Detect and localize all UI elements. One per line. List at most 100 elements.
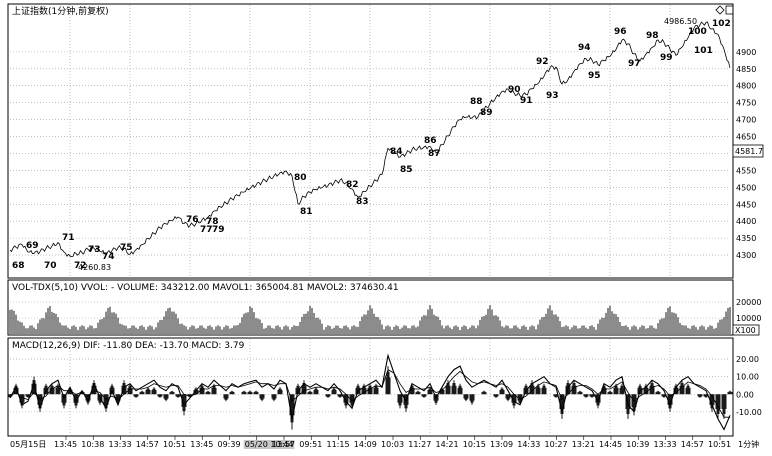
volume-unit-label: X100 <box>735 326 756 335</box>
wave-label: 99 <box>660 53 673 63</box>
x-tick-label: 13:45 <box>54 440 77 449</box>
wave-label: 97 <box>628 59 641 69</box>
price-tick-label: 4750 <box>736 99 756 108</box>
x-tick-label: 09:39 <box>218 440 241 449</box>
wave-label: 93 <box>546 91 559 101</box>
wave-label: 69 <box>26 241 39 251</box>
wave-label: 100 <box>688 27 707 37</box>
macd-dea-line <box>9 369 730 418</box>
wave-label: 83 <box>356 197 369 207</box>
x-tick-label: 14:57 <box>681 440 704 449</box>
wave-label: 71 <box>62 233 75 243</box>
wave-label: 70 <box>44 261 57 271</box>
price-series-line <box>9 21 731 258</box>
wave-label: 90 <box>508 85 521 95</box>
wave-label: 87 <box>428 149 441 159</box>
macd-tick-label: 20.00 <box>736 355 759 364</box>
high-price-label: 4986.50 <box>664 17 697 26</box>
wave-label: 91 <box>520 96 533 106</box>
price-tick-label: 4650 <box>736 133 756 142</box>
price-tick-label: 4500 <box>736 183 756 192</box>
x-tick-label: 14:45 <box>599 440 622 449</box>
x-tick-label: 13:33 <box>109 440 132 449</box>
wave-label: 78 <box>206 217 219 227</box>
price-tick-label: 4350 <box>736 234 756 243</box>
macd-chart-title: MACD(12,26,9) DIF: -11.80 DEA: -13.70 MA… <box>12 341 245 351</box>
wave-label: 95 <box>588 71 601 81</box>
x-tick-label: 10:27 <box>545 440 568 449</box>
price-tick-label: 4400 <box>736 217 756 226</box>
x-tick-label: 14:57 <box>136 440 159 449</box>
wave-label: 74 <box>102 252 115 262</box>
wave-label: 75 <box>120 243 133 253</box>
x-tick-highlight <box>243 440 295 449</box>
wave-label: 81 <box>300 207 313 217</box>
wave-label: 79 <box>212 225 225 235</box>
x-tick-label: 10:39 <box>626 440 649 449</box>
macd-panel-frame <box>7 337 734 437</box>
wave-label: 88 <box>470 97 483 107</box>
wave-label: 96 <box>614 27 627 37</box>
volume-chart-title: VOL-TDX(5,10) VVOL: - VOLUME: 343212.00 … <box>12 283 399 293</box>
volume-marks <box>9 305 731 334</box>
price-chart-title: 上证指数(1分钟,前复权) <box>12 5 109 17</box>
volume-tick-label: 10000 <box>736 314 761 323</box>
x-tick-label: 10:03 <box>381 440 404 449</box>
volume-tick-label: 20000 <box>736 298 761 307</box>
price-tick-label: 4550 <box>736 166 756 175</box>
price-tick-label: 4850 <box>736 65 756 74</box>
price-tick-label: 4450 <box>736 200 756 209</box>
macd-marks <box>7 353 733 431</box>
wave-label: 76 <box>186 215 199 225</box>
x-date-label: 05月15日 <box>10 440 46 449</box>
price-panel-frame <box>7 3 734 279</box>
volume-grid: 10000 20000 <box>10 298 761 323</box>
wave-label: 84 <box>390 147 403 157</box>
price-marks <box>9 21 731 258</box>
x-tick-label: 10:15 <box>463 440 486 449</box>
wave-label: 86 <box>424 136 437 146</box>
wave-label: 73 <box>88 245 101 255</box>
current-value-box <box>732 144 764 158</box>
low-price-label: 4260.83 <box>78 263 111 272</box>
macd-tick-label: 0.00 <box>736 390 754 399</box>
price-tick-label: 4300 <box>736 251 756 260</box>
x-tick-label: 11:15 <box>327 440 350 449</box>
wave-label: 80 <box>294 173 307 183</box>
wave-label: 98 <box>646 31 659 41</box>
x-tick-label: 10:51 <box>163 440 186 449</box>
wave-label: 101 <box>694 46 713 56</box>
price-tick-label: 4800 <box>736 82 756 91</box>
x-tick-label: 09:51 <box>299 440 322 449</box>
x-tick-label: 13:45 <box>190 440 213 449</box>
x-tick-label: 10:51 <box>708 440 731 449</box>
maximize-icon[interactable] <box>725 5 734 15</box>
wave-label: 72 <box>74 261 87 271</box>
wave-label: 94 <box>578 43 591 53</box>
x-tick-label: 11:27 <box>408 440 431 449</box>
wave-label: 77 <box>200 225 213 235</box>
wave-label: 89 <box>480 108 493 118</box>
macd-tick-label: -10.00 <box>736 408 762 417</box>
x-axis: 13:45 10:38 13:33 14:57 10:51 13:45 09:39 05/20… <box>54 436 731 449</box>
diamond-icon[interactable] <box>715 5 725 15</box>
period-label[interactable]: 1分钟 <box>738 439 759 449</box>
x-tick-label: 14:09 <box>354 440 377 449</box>
volume-unit-box <box>732 324 760 336</box>
x-tick-label: 13:09 <box>490 440 513 449</box>
macd-tick-label: 10.00 <box>736 373 759 382</box>
wave-label: 82 <box>346 180 359 190</box>
wave-label: 68 <box>12 261 25 271</box>
price-tick-label: 4900 <box>736 48 756 57</box>
x-tick-label: 13:21 <box>572 440 595 449</box>
x-tick-label: 14:21 <box>436 440 459 449</box>
x-tick-label: 05/20 10:44 <box>245 440 294 449</box>
x-tick-label: 10:38 <box>81 440 104 449</box>
price-grid: 4300435044004450450045504600465047004750… <box>10 5 756 435</box>
wave-label: 85 <box>400 165 413 175</box>
x-tick-label: 14:33 <box>517 440 540 449</box>
macd-dif-line <box>9 353 731 431</box>
